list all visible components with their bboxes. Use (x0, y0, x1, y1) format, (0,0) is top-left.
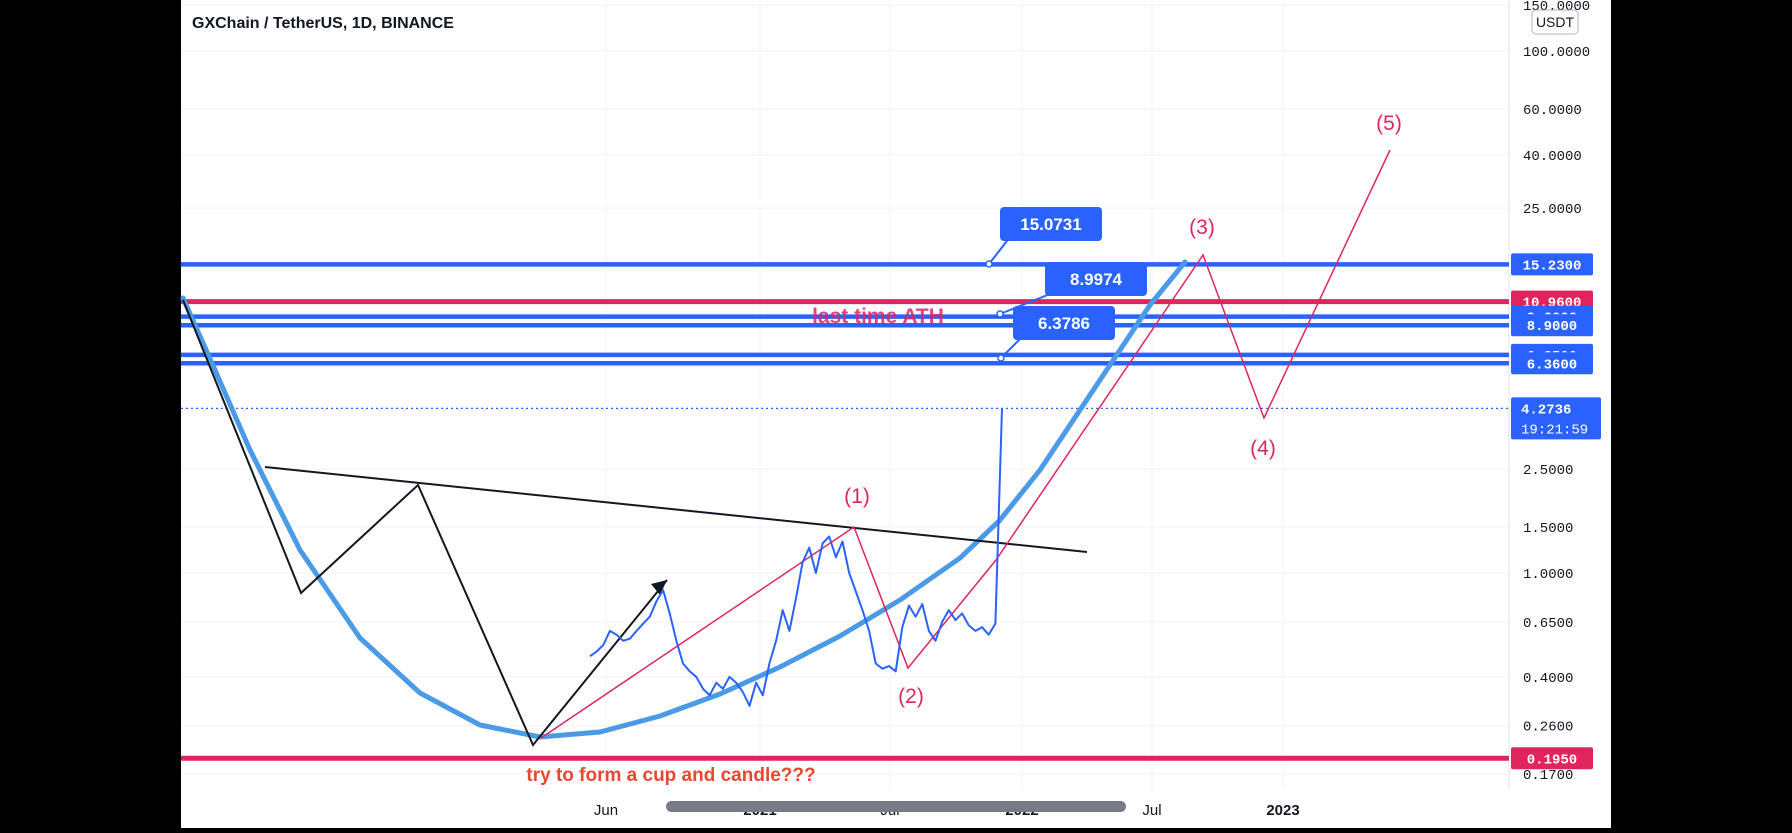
y-tick-label: 1.0000 (1523, 567, 1573, 583)
price-level-tag-bg (1511, 747, 1593, 770)
y-tick-label: 0.1700 (1523, 768, 1573, 784)
price-callout-label: 15.0731 (1020, 215, 1081, 234)
cup-annotation: try to form a cup and candle??? (526, 765, 815, 786)
price-callout-pointer (988, 236, 1011, 265)
price-callout[interactable]: 6.3786 (997, 306, 1115, 362)
price-callout-anchor (985, 260, 993, 268)
price-callout-label: 6.3786 (1038, 314, 1090, 333)
countdown-label: 19:21:59 (1521, 422, 1588, 438)
y-tick-label: 40.0000 (1523, 149, 1582, 165)
price-callout-box (1045, 262, 1147, 296)
price-level-tag: 6.3600 (1511, 352, 1593, 375)
zigzag-line (182, 299, 668, 747)
price-level-tag: 15.2300 (1511, 253, 1593, 276)
x-tick-label: 2023 (1266, 802, 1299, 819)
price-level-tag-bg (1511, 314, 1593, 337)
price-level-tag-label: 15.2300 (1523, 258, 1582, 274)
y-tick-label: 0.6500 (1523, 616, 1573, 632)
time-scrollbar[interactable] (666, 801, 1126, 812)
trend-line (264, 466, 1088, 553)
elliott-wave-line (540, 149, 1391, 739)
price-callout-box (1013, 306, 1115, 340)
price-level-tag: 0.1950 (1511, 747, 1593, 770)
wave-label: (1) (844, 485, 870, 508)
price-callout[interactable]: 15.0731 (985, 207, 1102, 268)
y-tick-label: 2.5000 (1523, 463, 1573, 479)
chart-title: GXChain / TetherUS, 1D, BINANCE (192, 15, 454, 32)
current-price-label: 4.2736 (1521, 402, 1571, 418)
price-level-tag-label: 0.1950 (1527, 752, 1577, 768)
y-tick-label: 25.0000 (1523, 202, 1582, 218)
price-callout-anchor (996, 310, 1004, 318)
price-callout[interactable]: 8.9974 (996, 262, 1147, 318)
price-callout-box (1000, 207, 1102, 241)
price-level-tag-label: 6.3600 (1527, 357, 1577, 373)
y-tick-label: 60.0000 (1523, 103, 1582, 119)
x-tick-label: Jul (1142, 802, 1161, 819)
price-level-tag-bg (1511, 352, 1593, 375)
y-tick-label: 100.0000 (1523, 45, 1590, 61)
price-callout-pointer (999, 291, 1056, 315)
x-tick-label: Jun (594, 802, 618, 819)
wave-label: (4) (1250, 437, 1276, 460)
current-price-tag: 4.2736 19:21:59 (1511, 397, 1601, 440)
wave-label: (5) (1376, 112, 1402, 135)
price-series (589, 408, 1003, 707)
wave-label: (2) (898, 685, 924, 708)
cup-curve (180, 259, 1188, 740)
price-callout-label: 8.9974 (1070, 270, 1123, 289)
price-level-tag: 8.9000 (1511, 314, 1593, 337)
current-price-tag-bg (1511, 397, 1601, 440)
price-callout-anchor (997, 354, 1005, 362)
y-tick-label: 1.5000 (1523, 521, 1573, 537)
arrow-head (651, 580, 667, 595)
drawings (180, 149, 1391, 747)
ath-annotation: last time ATH (812, 305, 944, 328)
chart-labels: 15.0731 8.9974 6.3786 (1) (2) (3) (4) (5) last t… (526, 112, 1401, 786)
currency-badge-label: USDT (1536, 14, 1575, 30)
price-levels (181, 262, 1509, 761)
y-tick-label: 0.4000 (1523, 671, 1573, 687)
y-tick-label: 0.2600 (1523, 720, 1573, 736)
wave-label: (3) (1189, 216, 1215, 239)
currency-badge[interactable]: USDT (1531, 9, 1579, 35)
price-level-tag-label: 8.9000 (1527, 319, 1577, 335)
price-level-tag-bg (1511, 253, 1593, 276)
price-line (589, 408, 1003, 707)
